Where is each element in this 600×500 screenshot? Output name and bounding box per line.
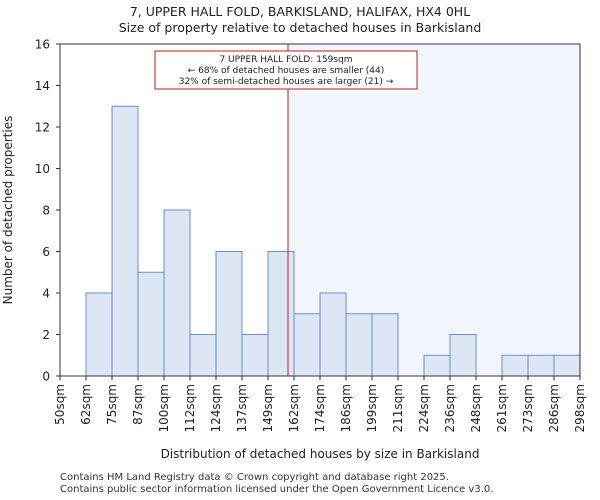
x-tick-label: 236sqm <box>443 384 457 432</box>
x-tick-label: 50sqm <box>53 384 67 425</box>
annotation-line: ← 68% of detached houses are smaller (44… <box>188 66 385 76</box>
x-axis-label: Distribution of detached houses by size … <box>161 447 480 461</box>
x-tick-label: 224sqm <box>417 384 431 432</box>
x-tick-label: 261sqm <box>495 384 509 432</box>
y-tick-label: 14 <box>35 79 50 93</box>
x-tick-label: 112sqm <box>183 384 197 432</box>
histogram-bar <box>189 334 217 377</box>
histogram-bar <box>111 105 139 377</box>
x-tick-label: 87sqm <box>131 384 145 425</box>
x-tick-label: 100sqm <box>157 384 171 432</box>
annotation-line: 32% of semi-detached houses are larger (… <box>179 77 394 87</box>
x-tick-label: 186sqm <box>339 384 353 432</box>
histogram-bar <box>137 271 165 377</box>
y-tick-label: 6 <box>42 245 50 259</box>
y-tick-label: 16 <box>35 38 50 52</box>
y-axis-label: Number of detached properties <box>1 116 15 305</box>
footer-licence: Contains public sector information licen… <box>60 484 494 495</box>
y-tick-label: 10 <box>35 162 50 176</box>
histogram-bar <box>527 354 555 377</box>
x-tick-label: 137sqm <box>235 384 249 432</box>
x-tick-label: 174sqm <box>313 384 327 432</box>
histogram-bar <box>241 334 269 377</box>
x-tick-label: 149sqm <box>261 384 275 432</box>
x-tick-label: 124sqm <box>209 384 223 432</box>
y-tick-label: 2 <box>42 328 50 342</box>
histogram-bar <box>423 354 451 377</box>
y-tick-label: 4 <box>42 287 50 301</box>
histogram-bar <box>501 354 529 377</box>
x-tick-label: 298sqm <box>573 384 587 432</box>
annotation-line: 7 UPPER HALL FOLD: 159sqm <box>219 55 352 65</box>
histogram-bar <box>345 313 373 377</box>
histogram-bar <box>553 354 581 377</box>
x-tick-label: 211sqm <box>391 384 405 432</box>
histogram-bar <box>215 251 243 377</box>
histogram-bar <box>371 313 399 377</box>
x-tick-label: 273sqm <box>521 384 535 432</box>
histogram-bar <box>85 292 113 377</box>
annotation-box <box>154 50 418 90</box>
x-tick-label: 75sqm <box>105 384 119 425</box>
y-tick-label: 12 <box>35 121 50 135</box>
histogram-bar <box>163 209 191 377</box>
x-tick-label: 248sqm <box>469 384 483 432</box>
footer-copyright: Contains HM Land Registry data © Crown c… <box>60 472 449 483</box>
histogram-bar <box>449 334 477 377</box>
chart-subtitle: Size of property relative to detached ho… <box>118 20 482 35</box>
x-tick-label: 162sqm <box>287 384 301 432</box>
histogram-bar <box>319 292 347 377</box>
histogram-bar <box>293 313 321 377</box>
y-tick-label: 8 <box>42 204 50 218</box>
x-tick-label: 286sqm <box>547 384 561 432</box>
x-tick-label: 62sqm <box>79 384 93 425</box>
y-tick-label: 0 <box>42 370 50 384</box>
chart-title: 7, UPPER HALL FOLD, BARKISLAND, HALIFAX,… <box>129 4 471 19</box>
plot-frame <box>59 43 581 377</box>
x-tick-label: 199sqm <box>365 384 379 432</box>
histogram-bar <box>267 251 295 377</box>
